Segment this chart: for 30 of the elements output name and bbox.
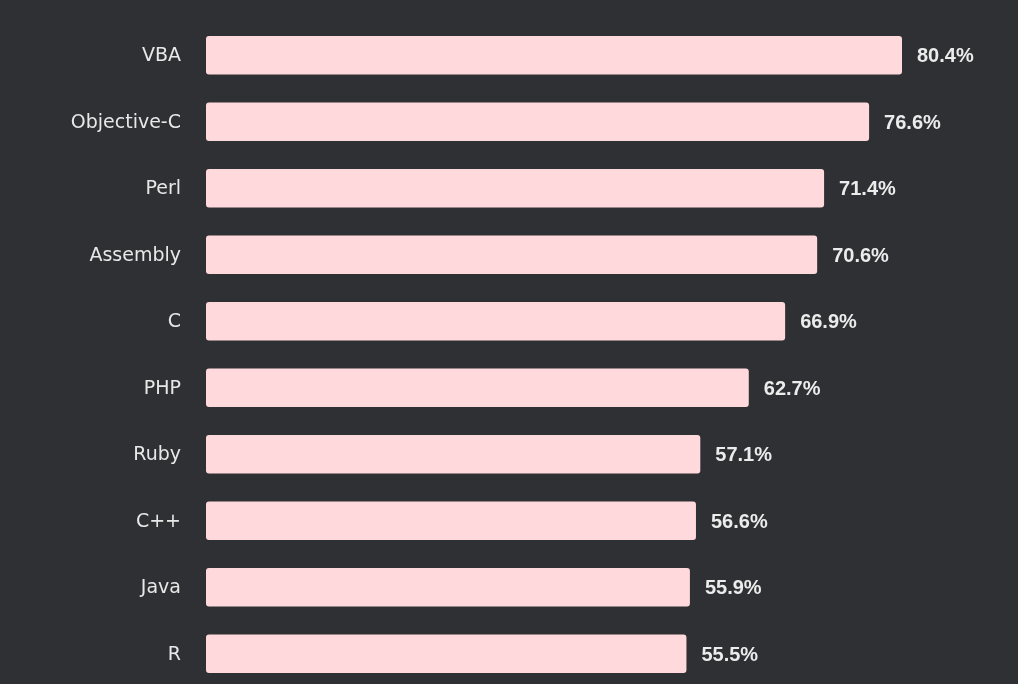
- y-tick-label: VBA: [141, 43, 181, 66]
- y-tick-label: Objective-C: [70, 109, 181, 132]
- data-label: 57.1%: [715, 443, 773, 466]
- y-tick-label: Ruby: [133, 442, 181, 465]
- bar: [206, 501, 696, 541]
- bar: [206, 235, 818, 275]
- bar: [206, 567, 690, 607]
- y-tick-label: PHP: [143, 375, 181, 398]
- y-tick-label: C: [167, 309, 181, 332]
- y-tick-label: C++: [135, 508, 181, 531]
- data-label: 66.9%: [800, 310, 858, 333]
- data-label: 71.4%: [839, 177, 897, 200]
- data-label: 62.7%: [763, 376, 821, 399]
- bar: [206, 434, 701, 474]
- bar: [206, 102, 870, 142]
- y-tick-label: Perl: [145, 176, 181, 199]
- bar: [206, 301, 786, 341]
- bar: [206, 35, 902, 75]
- bar: [206, 168, 825, 208]
- y-tick-label: Assembly: [89, 242, 181, 265]
- bar: [206, 368, 749, 408]
- y-tick-label: R: [167, 641, 181, 664]
- y-tick-label: Java: [139, 575, 181, 598]
- data-label: 80.4%: [917, 44, 974, 67]
- data-label: 55.9%: [704, 576, 762, 599]
- data-label: 76.6%: [884, 110, 942, 133]
- data-label: 56.6%: [710, 509, 768, 532]
- data-label: 70.6%: [832, 243, 890, 266]
- bar: [206, 634, 687, 674]
- data-label: 55.5%: [701, 642, 759, 665]
